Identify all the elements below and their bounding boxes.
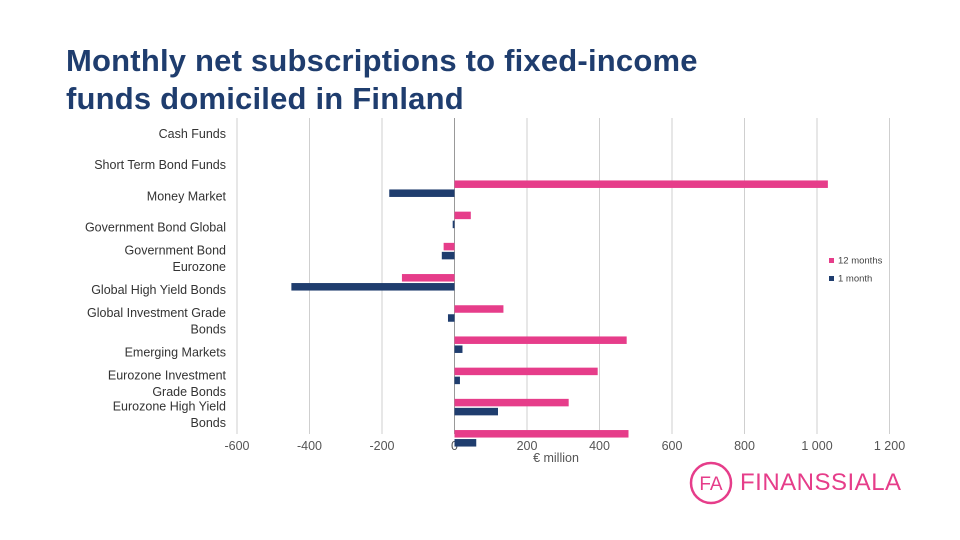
category-label: Government Bond bbox=[125, 244, 226, 258]
x-tick-label: 800 bbox=[734, 439, 755, 453]
category-label: Short Term Bond Funds bbox=[94, 158, 226, 172]
title-line-1: Monthly net subscriptions to fixed-incom… bbox=[66, 43, 698, 78]
x-tick-label: 200 bbox=[517, 439, 538, 453]
logo-wordmark: FINANSSIALA bbox=[740, 469, 902, 496]
svg-text:FA: FA bbox=[699, 474, 723, 495]
page-title: Monthly net subscriptions to fixed-incom… bbox=[66, 42, 698, 118]
bar-1-month bbox=[441, 251, 455, 260]
x-tick-label: -600 bbox=[224, 439, 249, 453]
bar-12-months bbox=[454, 211, 471, 220]
bar-12-months bbox=[454, 398, 569, 407]
x-tick-label: 1 000 bbox=[801, 439, 832, 453]
category-label: Global Investment Grade bbox=[87, 306, 226, 320]
bar-1-month bbox=[291, 283, 455, 291]
category-label: Global High Yield Bonds bbox=[91, 283, 226, 297]
bar-1-month bbox=[454, 439, 477, 447]
bar-1-month bbox=[452, 220, 455, 229]
category-label: Bonds bbox=[191, 322, 226, 336]
category-label: Bonds bbox=[191, 416, 226, 430]
x-tick-label: -400 bbox=[297, 439, 322, 453]
bar-1-month bbox=[454, 407, 498, 416]
bar-12-months bbox=[401, 274, 455, 282]
x-tick-label: 600 bbox=[662, 439, 683, 453]
bar-12-months bbox=[454, 336, 627, 344]
bar-12-months bbox=[454, 367, 598, 376]
category-label: Emerging Markets bbox=[125, 345, 226, 359]
bar-1-month bbox=[454, 345, 463, 353]
legend-swatch-1-month bbox=[829, 276, 834, 281]
category-label: Money Market bbox=[147, 189, 227, 203]
bar-12-months bbox=[454, 180, 828, 188]
bar-12-months bbox=[454, 305, 504, 313]
category-label: Grade Bonds bbox=[152, 385, 226, 399]
x-tick-label: 400 bbox=[589, 439, 610, 453]
bar-12-months bbox=[443, 242, 455, 251]
bar-1-month bbox=[389, 189, 455, 197]
category-label: Cash Funds bbox=[159, 127, 226, 141]
category-label: Eurozone Investment bbox=[108, 368, 227, 382]
bar-1-month bbox=[447, 314, 455, 322]
x-axis-label: € million bbox=[533, 451, 579, 465]
category-label: Eurozone High Yield bbox=[113, 400, 226, 414]
category-label: Government Bond Global bbox=[85, 221, 226, 235]
x-tick-label: -200 bbox=[369, 439, 394, 453]
legend-label: 1 month bbox=[838, 274, 872, 285]
x-tick-label: 1 200 bbox=[874, 439, 905, 453]
fa-logo-icon: FA bbox=[689, 461, 733, 505]
title-line-2: funds domiciled in Finland bbox=[66, 81, 464, 116]
category-label: Eurozone bbox=[172, 260, 226, 274]
bar-12-months bbox=[454, 430, 629, 438]
legend-swatch-12-months bbox=[829, 258, 834, 263]
finanssiala-logo: FA FINANSSIALA bbox=[688, 460, 902, 506]
bar-1-month bbox=[454, 376, 460, 385]
legend-label: 12 months bbox=[838, 256, 883, 267]
